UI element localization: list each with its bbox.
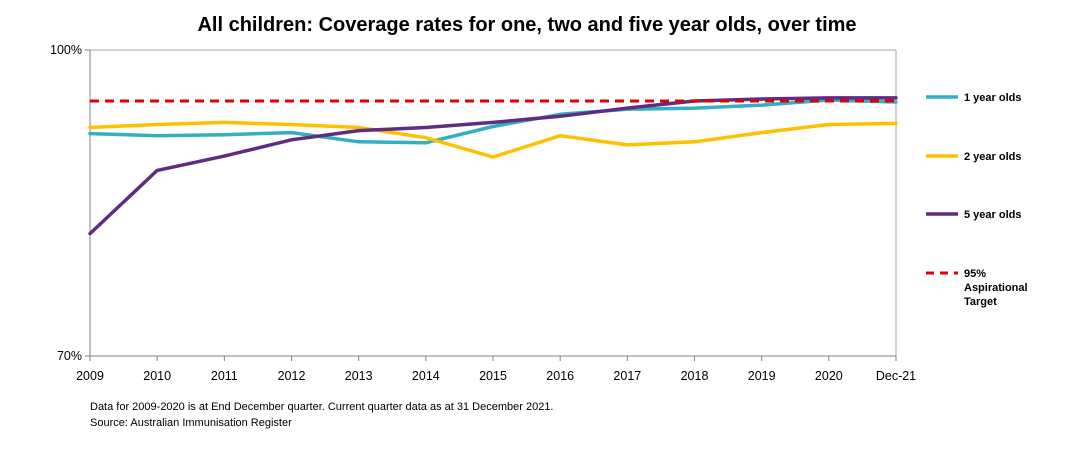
x-tick-label: 2016 <box>546 369 574 383</box>
x-tick-label: 2009 <box>76 369 104 383</box>
legend-label: 95% <box>964 268 986 280</box>
legend-label: 1 year olds <box>964 92 1021 104</box>
legend-label: 2 year olds <box>964 151 1021 163</box>
x-tick-label: 2018 <box>681 369 709 383</box>
y-tick-label: 100% <box>50 43 82 57</box>
x-tick-label: Dec-21 <box>876 369 916 383</box>
legend-label: 5 year olds <box>964 209 1021 221</box>
x-tick-label: 2010 <box>143 369 171 383</box>
chart-series <box>88 96 898 236</box>
series-line-5-year-olds <box>88 96 898 236</box>
legend-label: Aspirational <box>964 282 1028 294</box>
x-tick-label: 2015 <box>479 369 507 383</box>
x-tick-label: 2012 <box>278 369 306 383</box>
legend-label: Target <box>964 296 997 308</box>
x-tick-label: 2019 <box>748 369 776 383</box>
footnote-source: Source: Australian Immunisation Register <box>90 417 292 429</box>
chart-title: All children: Coverage rates for one, tw… <box>197 14 857 36</box>
chart-legend: 1 year olds 2 year olds 5 year olds 95% Aspi… <box>926 92 1028 308</box>
footnote-data-note: Data for 2009-2020 is at End December qu… <box>90 401 554 413</box>
x-tick-label: 2011 <box>211 369 238 383</box>
x-tick-label: 2013 <box>345 369 373 383</box>
x-tick-label: 2017 <box>613 369 641 383</box>
chart-axes: 100% 70% 2009 2010 2011 2012 2013 2014 2015 2016 2… <box>50 43 916 383</box>
series-line-2-year-olds <box>88 120 898 159</box>
x-tick-label: 2014 <box>412 369 440 383</box>
footnotes: Data for 2009-2020 is at End December qu… <box>90 399 554 431</box>
y-tick-label: 70% <box>57 349 82 363</box>
x-tick-label: 2020 <box>815 369 843 383</box>
series-line-1-year-olds <box>88 98 898 145</box>
